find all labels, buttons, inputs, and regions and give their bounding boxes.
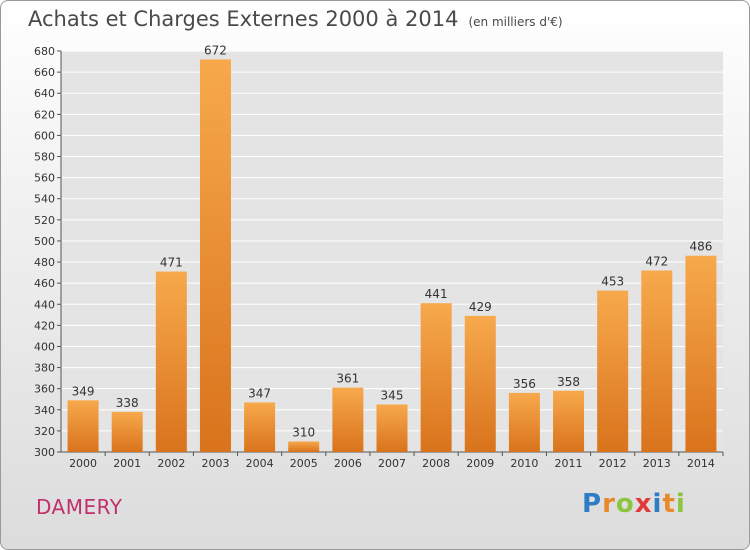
data-label-2000: 349 bbox=[72, 384, 95, 398]
data-label-2008: 441 bbox=[425, 287, 448, 301]
y-tick-label: 560 bbox=[34, 172, 55, 185]
x-tick-label-2002: 2002 bbox=[157, 457, 185, 470]
y-tick-label: 440 bbox=[34, 298, 55, 311]
bar-2013 bbox=[641, 270, 673, 452]
labels: 300 320 340 360 380 400 420 440 460 480 500 520 540 5… bbox=[34, 43, 715, 470]
commune-name: DAMERY bbox=[36, 495, 123, 519]
data-label-2011: 358 bbox=[557, 375, 580, 389]
y-tick-label: 320 bbox=[34, 425, 55, 438]
data-label-2012: 453 bbox=[601, 275, 624, 289]
bars bbox=[67, 59, 717, 452]
logo-letter: r bbox=[602, 489, 616, 519]
y-tick-label: 380 bbox=[34, 362, 55, 375]
logo-letter: x bbox=[634, 489, 653, 519]
bar-2007 bbox=[376, 404, 408, 452]
data-label-2013: 472 bbox=[645, 254, 668, 268]
data-label-2009: 429 bbox=[469, 300, 492, 314]
x-tick-label-2008: 2008 bbox=[422, 457, 450, 470]
chart-subtitle: (en milliers d'€) bbox=[468, 15, 563, 29]
x-tick-label-2011: 2011 bbox=[555, 457, 583, 470]
logo-letter: o bbox=[615, 489, 635, 519]
x-tick-label-2007: 2007 bbox=[378, 457, 406, 470]
x-tick-label-2005: 2005 bbox=[290, 457, 318, 470]
y-tick-label: 600 bbox=[34, 129, 55, 142]
logo-letter: t bbox=[662, 489, 676, 519]
logo-letter: P bbox=[582, 489, 603, 519]
data-label-2002: 471 bbox=[160, 256, 183, 270]
bar-2011 bbox=[553, 390, 585, 452]
data-label-2010: 356 bbox=[513, 377, 536, 391]
bar-2008 bbox=[420, 303, 452, 452]
x-tick-label-2009: 2009 bbox=[466, 457, 494, 470]
data-label-2001: 338 bbox=[116, 396, 139, 410]
y-tick-label: 340 bbox=[34, 404, 55, 417]
y-tick-label: 620 bbox=[34, 108, 55, 121]
y-tick-label: 580 bbox=[34, 151, 55, 164]
bar-2000 bbox=[67, 400, 99, 452]
data-label-2004: 347 bbox=[248, 386, 271, 400]
x-tick-label-2014: 2014 bbox=[687, 457, 715, 470]
bar-2014 bbox=[685, 255, 717, 452]
x-tick-label-2001: 2001 bbox=[113, 457, 141, 470]
y-tick-label: 300 bbox=[34, 446, 55, 459]
x-tick-label-2004: 2004 bbox=[246, 457, 274, 470]
y-tick-label: 660 bbox=[34, 66, 55, 79]
bar-2001 bbox=[111, 411, 143, 452]
y-tick-label: 400 bbox=[34, 340, 55, 353]
y-tick-label: 640 bbox=[34, 87, 55, 100]
data-label-2007: 345 bbox=[381, 389, 404, 403]
y-tick-label: 520 bbox=[34, 214, 55, 227]
bar-2010 bbox=[508, 392, 540, 452]
y-tick-label: 460 bbox=[34, 277, 55, 290]
bar-2005 bbox=[288, 441, 320, 452]
y-tick-label: 480 bbox=[34, 256, 55, 269]
bar-2009 bbox=[464, 315, 496, 452]
bar-2004 bbox=[244, 402, 276, 452]
x-tick-label-2003: 2003 bbox=[201, 457, 229, 470]
bar-2002 bbox=[155, 271, 187, 452]
bar-2003 bbox=[199, 59, 231, 452]
proxiti-logo: Proxiti bbox=[582, 489, 686, 519]
data-label-2006: 361 bbox=[336, 372, 359, 386]
x-tick-label-2012: 2012 bbox=[599, 457, 627, 470]
bar-2012 bbox=[597, 290, 629, 452]
x-tick-label-2006: 2006 bbox=[334, 457, 362, 470]
y-tick-label: 680 bbox=[34, 45, 55, 58]
bar-2006 bbox=[332, 387, 364, 452]
logo-letter: i bbox=[675, 489, 686, 519]
chart-title: Achats et Charges Externes 2000 à 2014 (e… bbox=[28, 7, 563, 31]
data-label-2003: 672 bbox=[204, 43, 227, 57]
logo-letter: i bbox=[652, 489, 663, 519]
y-tick-label: 500 bbox=[34, 235, 55, 248]
y-tick-label: 420 bbox=[34, 319, 55, 332]
x-tick-label-2000: 2000 bbox=[69, 457, 97, 470]
data-label-2014: 486 bbox=[689, 240, 712, 254]
x-tick-label-2013: 2013 bbox=[643, 457, 671, 470]
x-tick-label-2010: 2010 bbox=[510, 457, 538, 470]
y-tick-label: 360 bbox=[34, 383, 55, 396]
y-tick-label: 540 bbox=[34, 193, 55, 206]
data-label-2005: 310 bbox=[292, 425, 315, 439]
